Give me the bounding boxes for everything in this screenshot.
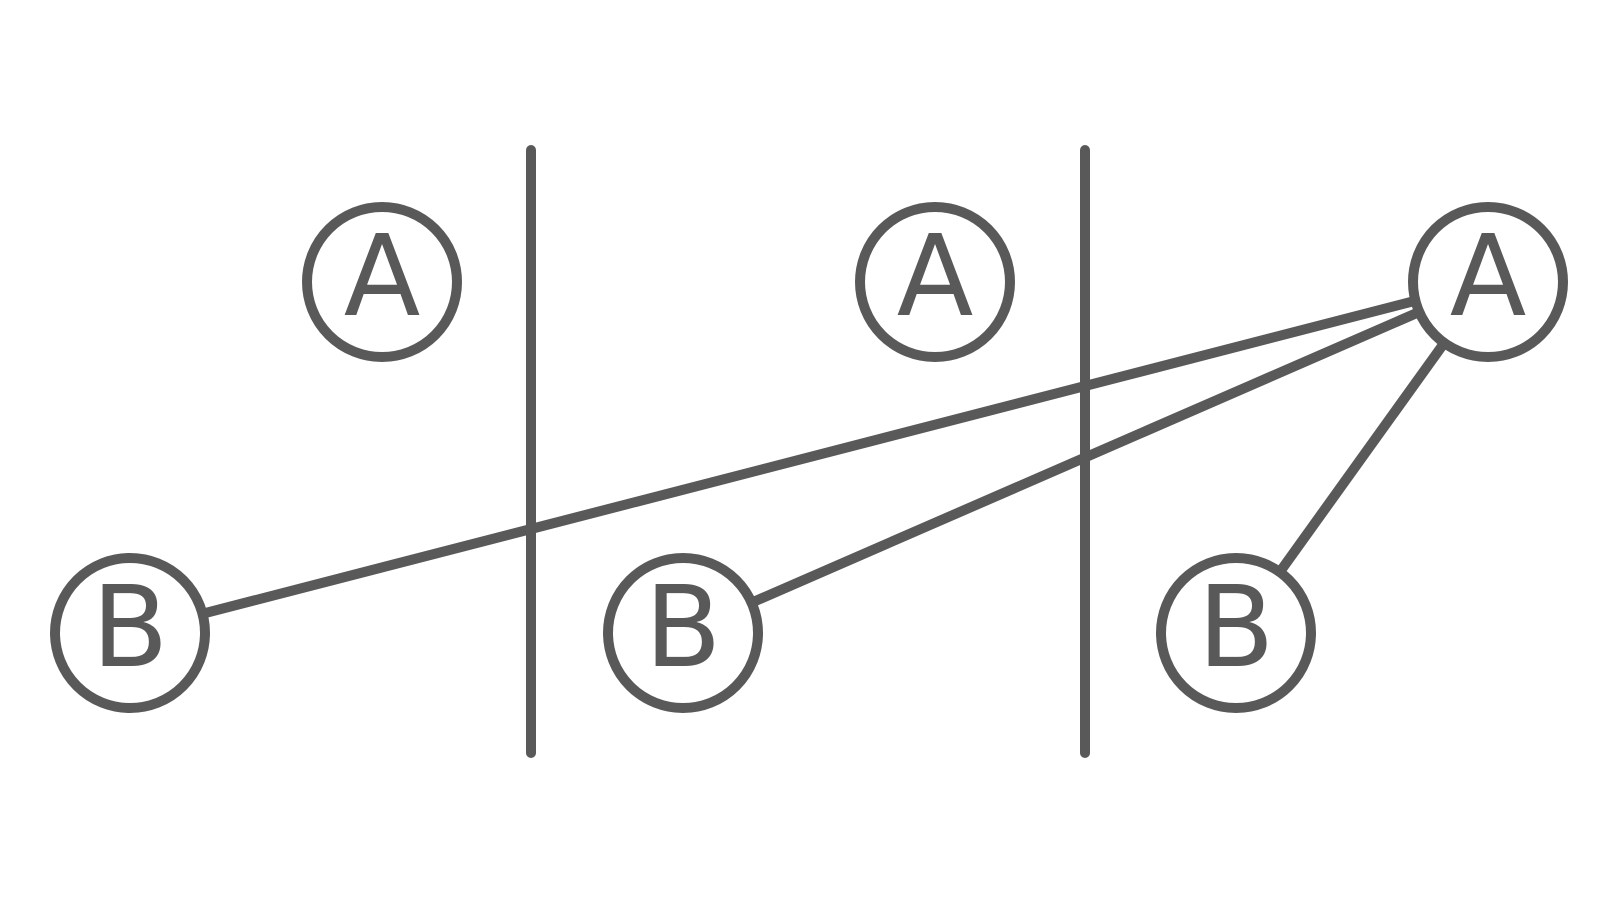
- node-a-column-3[interactable]: A: [1408, 202, 1568, 362]
- node-label: B: [645, 563, 722, 693]
- node-label: B: [92, 563, 169, 693]
- node-label: A: [1450, 212, 1527, 342]
- node-label: B: [1198, 563, 1275, 693]
- node-b-column-2[interactable]: B: [603, 553, 763, 713]
- node-b-column-1[interactable]: B: [50, 553, 210, 713]
- node-label: A: [344, 212, 421, 342]
- node-b-column-3[interactable]: B: [1156, 553, 1316, 713]
- node-label: A: [897, 212, 974, 342]
- connection-a3-b2: [677, 277, 1493, 638]
- connection-a3-b1: [123, 277, 1493, 638]
- column-dividers: [526, 145, 1090, 758]
- node-a-column-2[interactable]: A: [855, 202, 1015, 362]
- node-a-column-1[interactable]: A: [302, 202, 462, 362]
- nodes: A A A B B B: [50, 202, 1568, 713]
